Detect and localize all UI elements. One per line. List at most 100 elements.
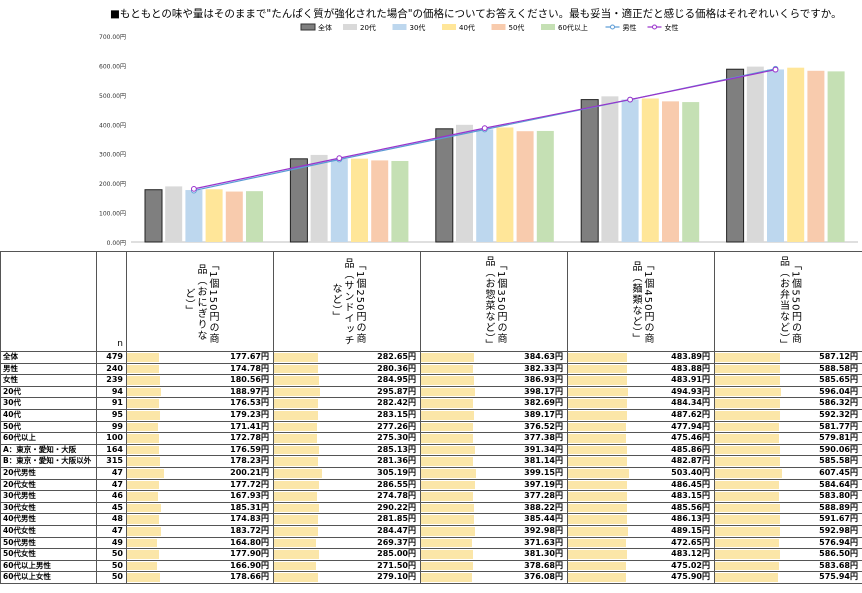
bar	[246, 191, 263, 242]
data-bar	[127, 364, 159, 374]
value-cell: 280.36円	[273, 362, 421, 376]
line-point	[627, 96, 633, 103]
row-n: 95	[96, 408, 127, 422]
value-cell: 483.15円	[567, 490, 715, 503]
value-cell: 591.67円	[714, 513, 862, 526]
value-cell: 588.89円	[714, 501, 862, 515]
row-n: 94	[96, 385, 127, 399]
data-bar	[127, 353, 160, 362]
data-bar	[715, 492, 780, 501]
legend-swatch	[442, 24, 456, 30]
value-cell: 388.22円	[420, 501, 568, 515]
data-bar	[421, 353, 474, 362]
value-cell: 486.45円	[567, 478, 715, 492]
value-cell: 174.78円	[126, 362, 274, 376]
value-cell: 177.90円	[126, 548, 274, 561]
data-bar	[127, 550, 160, 559]
data-bar	[715, 410, 781, 420]
value-cell: 271.50円	[273, 559, 421, 573]
bar	[767, 69, 784, 242]
value-cell: 279.10円	[273, 571, 421, 584]
row-label: 20代男性	[0, 466, 97, 480]
data-bar	[715, 550, 780, 559]
data-bar	[421, 434, 473, 443]
value-cell: 281.36円	[273, 455, 421, 468]
data-bar	[568, 561, 626, 571]
value-cell: 371.63円	[420, 536, 568, 550]
bar	[310, 154, 328, 242]
data-bar	[568, 364, 627, 374]
data-bar	[421, 550, 474, 559]
data-bar	[274, 387, 321, 397]
table-row: B：東京・愛知・大阪以外 315 178.23円 281.36円 381.14円 482.…	[0, 455, 862, 468]
bar	[662, 101, 679, 242]
value-cell: 382.69円	[420, 397, 568, 410]
table-row: 20代女性 47 177.72円 286.55円 397.19円 486.45円 584.6…	[0, 478, 862, 492]
table-row: 女性 239 180.56円 284.95円 386.93円 483.91円 585.65円	[0, 374, 862, 387]
row-n: 164	[96, 443, 127, 457]
legend-label: 男性	[623, 23, 637, 32]
value-cell: 295.87円	[273, 385, 421, 399]
value-cell: 378.68円	[420, 559, 568, 573]
data-bar	[274, 399, 319, 408]
value-cell: 475.90円	[567, 571, 715, 584]
row-label: 40代	[0, 408, 97, 422]
row-n: 50	[96, 548, 127, 561]
row-n: 315	[96, 455, 127, 468]
value-cell: 472.65円	[567, 536, 715, 550]
legend-label: 女性	[665, 23, 679, 32]
legend-swatch	[300, 23, 316, 31]
row-label: 40代男性	[0, 513, 97, 526]
value-cell: 179.23円	[126, 408, 274, 422]
data-bar	[715, 538, 779, 548]
legend-swatch	[491, 24, 506, 30]
value-cell: 305.19円	[273, 466, 421, 480]
value-cell: 585.65円	[714, 374, 862, 387]
value-cell: 281.85円	[273, 513, 421, 526]
data-bar	[568, 410, 628, 420]
data-bar	[127, 399, 160, 408]
table-row: 全体 479 177.67円 282.65円 384.63円 483.89円 587.12円	[0, 351, 862, 364]
data-bar	[274, 364, 318, 374]
value-cell: 172.78円	[126, 432, 274, 445]
data-bar	[127, 387, 162, 397]
line-point	[191, 185, 197, 192]
data-bar	[274, 410, 319, 420]
data-bar	[274, 526, 319, 536]
bar	[621, 99, 639, 242]
data-bar	[421, 480, 476, 490]
value-cell: 286.55円	[273, 478, 421, 492]
row-label: 20代	[0, 385, 97, 399]
data-bar	[568, 445, 628, 455]
data-bar	[421, 399, 474, 408]
value-cell: 386.93円	[420, 374, 568, 387]
value-cell: 200.21円	[126, 466, 274, 480]
data-bar	[127, 573, 160, 582]
value-cell: 486.13円	[567, 513, 715, 526]
legend-label: 20代	[360, 23, 376, 32]
legend-label: 全体	[318, 23, 332, 32]
row-label: 30代	[0, 397, 97, 410]
value-cell: 592.32円	[714, 408, 862, 422]
bar	[371, 160, 389, 242]
value-cell: 397.19円	[420, 478, 568, 492]
data-bar	[127, 538, 158, 548]
data-bar	[421, 445, 475, 455]
data-bar	[274, 573, 318, 582]
value-cell: 483.91円	[567, 374, 715, 387]
legend-swatch	[541, 24, 555, 30]
value-cell: 381.14円	[420, 455, 568, 468]
value-cell: 483.89円	[567, 351, 715, 364]
value-cell: 176.53円	[126, 397, 274, 410]
data-bar	[715, 503, 780, 513]
row-n: 48	[96, 513, 127, 526]
table-row: 60代以上男性 50 166.90円 271.50円 378.68円 475.02円 583…	[0, 559, 862, 573]
row-n: 240	[96, 362, 127, 376]
data-bar	[421, 492, 473, 501]
table-row: 40代男性 48 174.83円 281.85円 385.44円 486.13円 591.6…	[0, 513, 862, 526]
data-bar	[274, 561, 317, 571]
value-cell: 583.80円	[714, 490, 862, 503]
row-n: 239	[96, 374, 127, 387]
value-cell: 485.56円	[567, 501, 715, 515]
data-bar	[715, 422, 780, 432]
